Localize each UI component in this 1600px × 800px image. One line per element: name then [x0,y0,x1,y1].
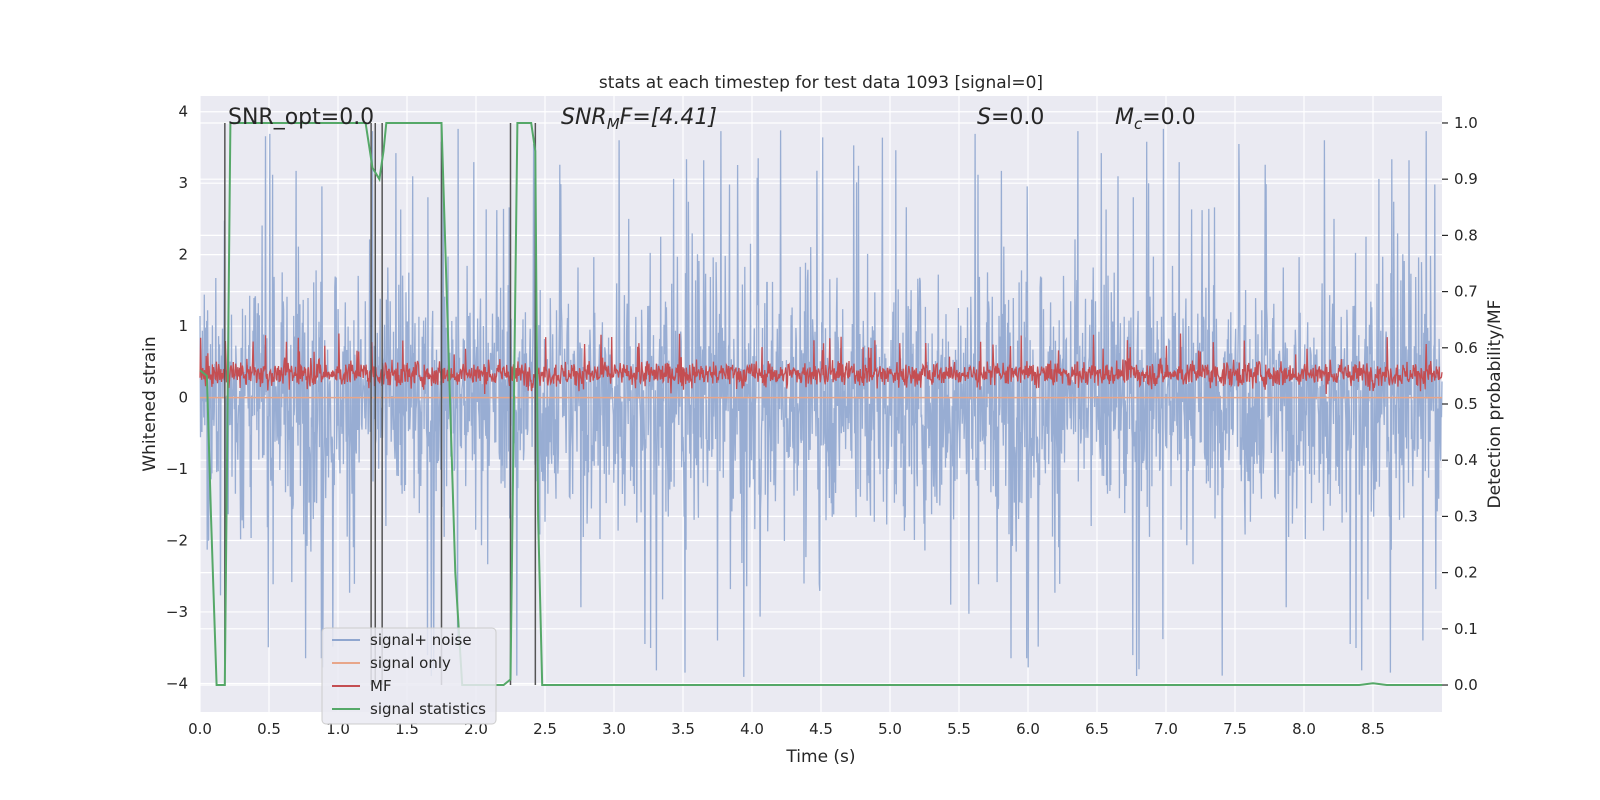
y-right-tick-label: 0.1 [1454,620,1478,638]
y-tick-label: 2 [178,246,188,264]
x-tick-label: 7.5 [1223,720,1247,738]
mf-line [199,333,1443,395]
legend-box [321,627,497,725]
y-right-tick-label: 0.7 [1454,283,1478,301]
y-right-tick-labels: 1.0 0.9 0.8 0.7 0.6 0.5 0.4 0.3 0.2 0.1 0.0 [1442,114,1478,694]
annotation-snr-opt: SNR_opt=0.0 [228,105,374,130]
y-tick-labels: 4 3 2 1 0 −1 −2 −3 −4 [166,103,188,693]
signal-noise-series [199,128,1443,677]
y-tick-label: −4 [166,674,188,692]
x-tick-label: 0.0 [188,720,212,738]
y-right-tick-label: 0.9 [1454,170,1478,188]
y-tick-label: 1 [178,317,188,335]
y-right-tick-label: 0.0 [1454,676,1478,694]
y-tick-label: 0 [178,389,188,407]
mf-series [199,333,1443,395]
y-right-tick-label: 0.8 [1454,226,1478,244]
signal-statistics-series [199,122,1442,686]
annotation-mc: Mc=0.0 [1115,105,1196,133]
y-right-axis-label: Detection probability/MF [1485,300,1505,509]
legend: signal+ noise signal only MF signal stat… [321,627,497,725]
y-tick-label: 4 [178,103,188,121]
legend-label-signal-noise: signal+ noise [370,631,472,649]
y-tick-label: 3 [178,174,188,192]
x-tick-label: 6.0 [1016,720,1040,738]
annotation-snr-mf: SNRMF=[4.41] [561,105,717,133]
legend-label-signal-statistics: signal statistics [370,700,486,718]
x-tick-label: 4.5 [809,720,833,738]
x-tick-label: 4.0 [740,720,764,738]
annotation-s: S=0.0 [977,105,1044,130]
y-tick-label: −1 [166,460,188,478]
x-tick-label: 3.5 [671,720,695,738]
x-tick-label: 0.5 [257,720,281,738]
x-tick-label: 6.5 [1085,720,1109,738]
chart-title: stats at each timestep for test data 109… [599,73,1043,93]
y-right-tick-label: 0.3 [1454,507,1478,525]
y-tick-label: −3 [166,603,188,621]
x-tick-label: 5.0 [878,720,902,738]
y-right-tick-label: 1.0 [1454,114,1478,132]
x-tick-label: 8.5 [1361,720,1385,738]
x-tick-label: 8.0 [1292,720,1316,738]
x-tick-label: 3.0 [602,720,626,738]
legend-label-signal-only: signal only [370,654,451,672]
y-right-tick-label: 0.4 [1454,451,1478,469]
y-right-tick-label: 0.2 [1454,564,1478,582]
legend-label-mf: MF [370,677,392,695]
y-right-tick-label: 0.5 [1454,395,1478,413]
signal-statistics-line [199,122,1442,686]
y-axis-label: Whitened strain [140,336,160,471]
x-tick-label: 5.5 [947,720,971,738]
x-tick-label: 2.5 [533,720,557,738]
x-axis-label: Time (s) [785,747,855,767]
y-right-tick-label: 0.6 [1454,339,1478,357]
y-tick-label: −2 [166,531,188,549]
signal-noise-line [199,128,1443,677]
x-tick-label: 7.0 [1154,720,1178,738]
